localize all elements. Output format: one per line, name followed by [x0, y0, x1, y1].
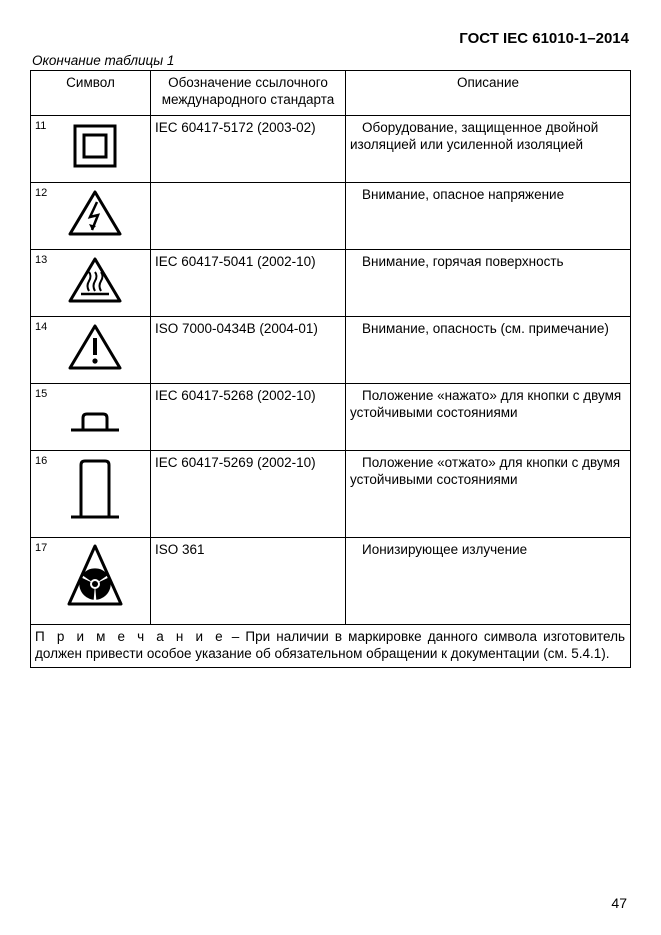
col-reference: Обозначение ссылочного международного ст… [151, 71, 346, 116]
table-row: 14 ISO 7000-0434B (2004-01) Внимание, оп… [31, 316, 631, 383]
description-cell: Оборудование, защищенное двойной изоляци… [346, 115, 631, 182]
table-row: 15 IEC 60417-5268 (2002-10) Положение «н… [31, 383, 631, 450]
reference-cell: IEC 60417-5268 (2002-10) [151, 383, 346, 450]
note-cell: П р и м е ч а н и е – При наличии в марк… [31, 624, 631, 667]
table-row: 17 [31, 537, 631, 624]
table-row: 12 Внимание, опасное напряжение [31, 182, 631, 249]
symbols-table: Символ Обозначение ссылочного международ… [30, 70, 631, 668]
description-cell: Внимание, горячая поверхность [346, 249, 631, 316]
button-out-icon [67, 455, 123, 523]
symbol-cell: 16 [31, 450, 151, 537]
row-number: 16 [35, 455, 49, 469]
caution-icon [67, 323, 123, 371]
table-caption: Окончание таблицы 1 [32, 53, 631, 68]
reference-cell: IEC 60417-5172 (2003-02) [151, 115, 346, 182]
symbol-cell: 17 [31, 537, 151, 624]
table-row: 16 IEC 60417-5269 (2002-10) Положение «о… [31, 450, 631, 537]
description-cell: Внимание, опасное напряжение [346, 182, 631, 249]
symbol-cell: 13 [31, 249, 151, 316]
hot-surface-icon [67, 256, 123, 304]
reference-cell: ISO 361 [151, 537, 346, 624]
reference-cell: IEC 60417-5269 (2002-10) [151, 450, 346, 537]
symbol-cell: 11 [31, 115, 151, 182]
symbol-cell: 14 [31, 316, 151, 383]
button-in-icon [67, 390, 123, 438]
symbol-cell: 12 [31, 182, 151, 249]
reference-cell: IEC 60417-5041 (2002-10) [151, 249, 346, 316]
table-header-row: Символ Обозначение ссылочного международ… [31, 71, 631, 116]
col-description: Описание [346, 71, 631, 116]
description-cell: Положение «нажато» для кнопки с двумя ус… [346, 383, 631, 450]
row-number: 15 [35, 388, 49, 402]
table-row: 11 IEC 60417-5172 (2003-02) Оборудование… [31, 115, 631, 182]
description-cell: Положение «отжато» для кнопки с двумя ус… [346, 450, 631, 537]
note-row: П р и м е ч а н и е – При наличии в марк… [31, 624, 631, 667]
table-row: 13 IEC 60417-5041 (2002-10) Внимание, го… [31, 249, 631, 316]
row-number: 14 [35, 321, 49, 335]
row-number: 13 [35, 254, 49, 268]
description-cell: Внимание, опасность (см. примечание) [346, 316, 631, 383]
row-number: 12 [35, 187, 49, 201]
page: ГОСТ IEC 61010-1–2014 Окончание таблицы … [0, 0, 661, 935]
description-cell: Ионизирующее излучение [346, 537, 631, 624]
row-number: 17 [35, 542, 49, 556]
high-voltage-icon [67, 189, 123, 237]
note-lead: П р и м е ч а н и е [35, 629, 226, 644]
reference-cell: ISO 7000-0434B (2004-01) [151, 316, 346, 383]
row-number: 11 [35, 120, 49, 134]
page-number: 47 [611, 895, 627, 911]
col-symbol: Символ [31, 71, 151, 116]
symbol-cell: 15 [31, 383, 151, 450]
radiation-icon [67, 542, 123, 610]
reference-cell [151, 182, 346, 249]
document-header: ГОСТ IEC 61010-1–2014 [30, 30, 629, 47]
double-insulation-icon [67, 122, 123, 170]
